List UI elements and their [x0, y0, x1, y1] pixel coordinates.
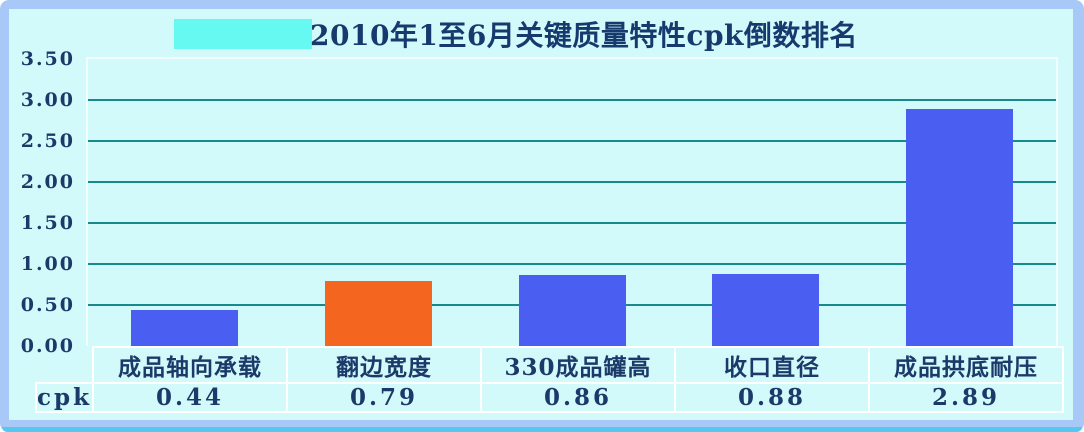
value-cell: 0.79 [286, 382, 483, 413]
y-tick-label: 2.00 [20, 171, 75, 193]
category-cell: 翻边宽度 [286, 346, 483, 384]
y-tick-label: 3.00 [20, 89, 75, 111]
y-tick-label: 1.00 [20, 253, 75, 275]
category-cell: 收口直径 [674, 346, 871, 384]
bar-收口直径 [712, 274, 819, 346]
data-table: 成品轴向承载 翻边宽度 330成品罐高 收口直径 成品拱底耐压 cpk 0.44 0.79 0.… [34, 346, 1065, 413]
y-tick-label: 0.50 [20, 294, 75, 316]
bar-翻边宽度 [325, 281, 432, 346]
y-tick-label: 2.50 [20, 130, 75, 152]
y-tick-label: 0.00 [20, 335, 75, 357]
plot-area [86, 57, 1058, 346]
y-tick-label: 3.50 [20, 48, 75, 70]
value-cell: 2.89 [868, 382, 1065, 413]
gridline [88, 222, 1056, 224]
value-cell: 0.86 [480, 382, 677, 413]
frame-bottom-accent [2, 427, 1082, 432]
bar-330成品罐高 [519, 275, 626, 346]
gridline [88, 99, 1056, 101]
value-cell: 0.88 [674, 382, 871, 413]
gridline [88, 263, 1056, 265]
y-tick-label: 1.50 [20, 212, 75, 234]
bar-成品拱底耐压 [906, 109, 1013, 346]
series-label-cell: cpk [34, 382, 95, 413]
chart-title: 2010年1至6月关键质量特性cpk倒数排名 [310, 19, 858, 52]
title-highlight-box [174, 19, 312, 49]
category-cell: 成品拱底耐压 [868, 346, 1065, 384]
chart-canvas: 2010年1至6月关键质量特性cpk倒数排名 成品轴向承载 翻边宽度 330成品罐高… [9, 9, 1073, 420]
category-cell: 330成品罐高 [480, 346, 677, 384]
value-cell: 0.44 [92, 382, 289, 413]
gridline [88, 140, 1056, 142]
gridline [88, 181, 1056, 183]
category-cell: 成品轴向承载 [92, 346, 289, 384]
bar-成品轴向承载 [131, 310, 238, 346]
